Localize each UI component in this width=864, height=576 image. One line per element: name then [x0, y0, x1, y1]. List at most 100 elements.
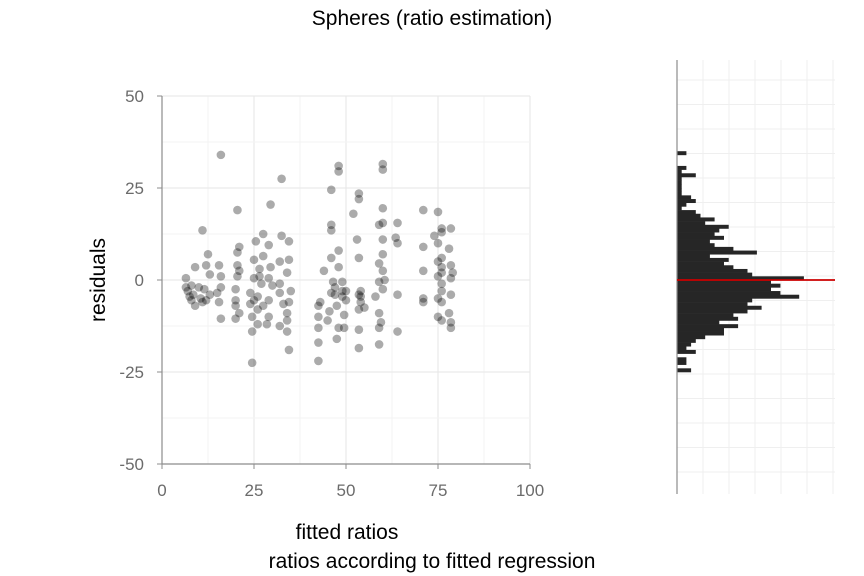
- scatter-point: [437, 227, 446, 237]
- histogram-bar: [677, 327, 724, 332]
- histogram-bar: [677, 257, 729, 262]
- scatter-point: [338, 286, 347, 296]
- histogram-bar: [677, 213, 701, 218]
- scatter-point: [268, 281, 277, 290]
- scatter-point: [354, 305, 364, 314]
- scatter-point: [212, 288, 222, 298]
- histogram-bar: [677, 232, 715, 237]
- scatter-point: [378, 266, 388, 276]
- scatter-point: [354, 325, 364, 334]
- scatter-point: [216, 272, 226, 281]
- histogram-bar: [677, 342, 692, 347]
- scatter-point: [216, 283, 226, 292]
- y-tick-label: 50: [125, 87, 144, 106]
- scatter-point: [314, 338, 323, 347]
- histogram-bar: [677, 360, 687, 365]
- scatter-point: [356, 286, 366, 296]
- scatter-point: [282, 327, 292, 336]
- scatter-point: [437, 297, 446, 307]
- scatter-point: [181, 283, 191, 292]
- histogram-bar: [677, 235, 724, 240]
- scatter-point: [190, 262, 200, 272]
- scatter-point: [393, 238, 402, 248]
- histogram-bar: [677, 368, 692, 373]
- scatter-point: [249, 255, 259, 265]
- scatter-point: [185, 292, 194, 301]
- y-axis-label: residuals: [87, 238, 110, 322]
- scatter-point: [233, 205, 242, 215]
- scatter-point: [332, 334, 342, 344]
- scatter-point: [374, 259, 384, 268]
- scatter-point: [339, 310, 349, 320]
- scatter-point: [315, 297, 325, 307]
- scatter-point: [446, 260, 456, 270]
- histogram-bar: [677, 199, 696, 204]
- scatter-point: [418, 242, 428, 252]
- scatter-point: [437, 316, 446, 325]
- scatter-point: [418, 266, 428, 276]
- histogram-bar: [677, 250, 757, 255]
- histogram-bar: [677, 239, 710, 244]
- scatter-point: [338, 277, 347, 287]
- scatter-point: [437, 268, 446, 277]
- scatter-point: [334, 262, 343, 272]
- scatter-point: [205, 290, 215, 300]
- y-tick-label: -50: [119, 455, 144, 474]
- y-tick-labels: -50 -25 0 25 50: [119, 87, 144, 474]
- histogram-bar: [677, 169, 682, 174]
- histogram-bar: [677, 294, 800, 299]
- scatter-point: [433, 207, 443, 217]
- scatter-point: [275, 288, 285, 298]
- scatter-point: [284, 345, 294, 355]
- chart-title: Spheres (ratio estimation): [312, 7, 552, 30]
- scatter-point: [264, 240, 274, 250]
- scatter-point: [418, 294, 428, 303]
- scatter-point: [437, 262, 446, 272]
- scatter-point: [253, 305, 262, 314]
- histogram-bar: [677, 224, 729, 229]
- histogram-bar: [677, 228, 720, 233]
- scatter-point: [284, 237, 294, 246]
- scatter-point: [251, 237, 261, 246]
- x-tick-label: 0: [157, 481, 166, 500]
- scatter-point: [314, 312, 323, 322]
- scatter-point: [279, 299, 288, 309]
- scatter-point: [326, 253, 336, 263]
- scatter-point: [231, 295, 240, 305]
- scatter-point: [181, 273, 191, 283]
- x-tick-label: 25: [245, 481, 264, 500]
- scatter-point: [282, 268, 292, 277]
- scatter-point: [433, 257, 443, 266]
- histogram-bar: [677, 254, 710, 259]
- scatter-point: [234, 242, 244, 252]
- scatter-point: [356, 292, 366, 301]
- scatter-point: [201, 260, 211, 270]
- histogram-bar: [677, 184, 682, 189]
- scatter-point: [374, 308, 384, 318]
- main-plot-axes: [157, 95, 531, 469]
- scatter-point: [253, 292, 262, 301]
- scatter-point: [231, 284, 240, 294]
- histogram-bar: [677, 338, 696, 343]
- scatter-point: [339, 323, 349, 333]
- histogram-bar: [677, 165, 687, 170]
- main-plot-gridlines: [161, 95, 531, 465]
- scatter-point: [214, 297, 224, 307]
- scatter-point: [262, 319, 272, 329]
- scatter-point: [433, 294, 443, 303]
- scatter-point: [393, 218, 402, 228]
- histogram-bar: [677, 335, 706, 340]
- scatter-point: [249, 295, 259, 305]
- scatter-point: [332, 301, 342, 311]
- scatter-point: [258, 229, 268, 239]
- scatter-point: [266, 262, 275, 272]
- scatter-point: [264, 273, 274, 283]
- histogram-bar: [677, 243, 715, 248]
- y-tick-label: 0: [135, 271, 144, 290]
- scatter-point: [233, 272, 242, 281]
- scatter-point: [200, 284, 209, 294]
- histogram-bar: [677, 268, 748, 273]
- histogram-bar: [677, 272, 753, 277]
- histogram-bar: [677, 176, 682, 181]
- scatter-point: [323, 316, 332, 325]
